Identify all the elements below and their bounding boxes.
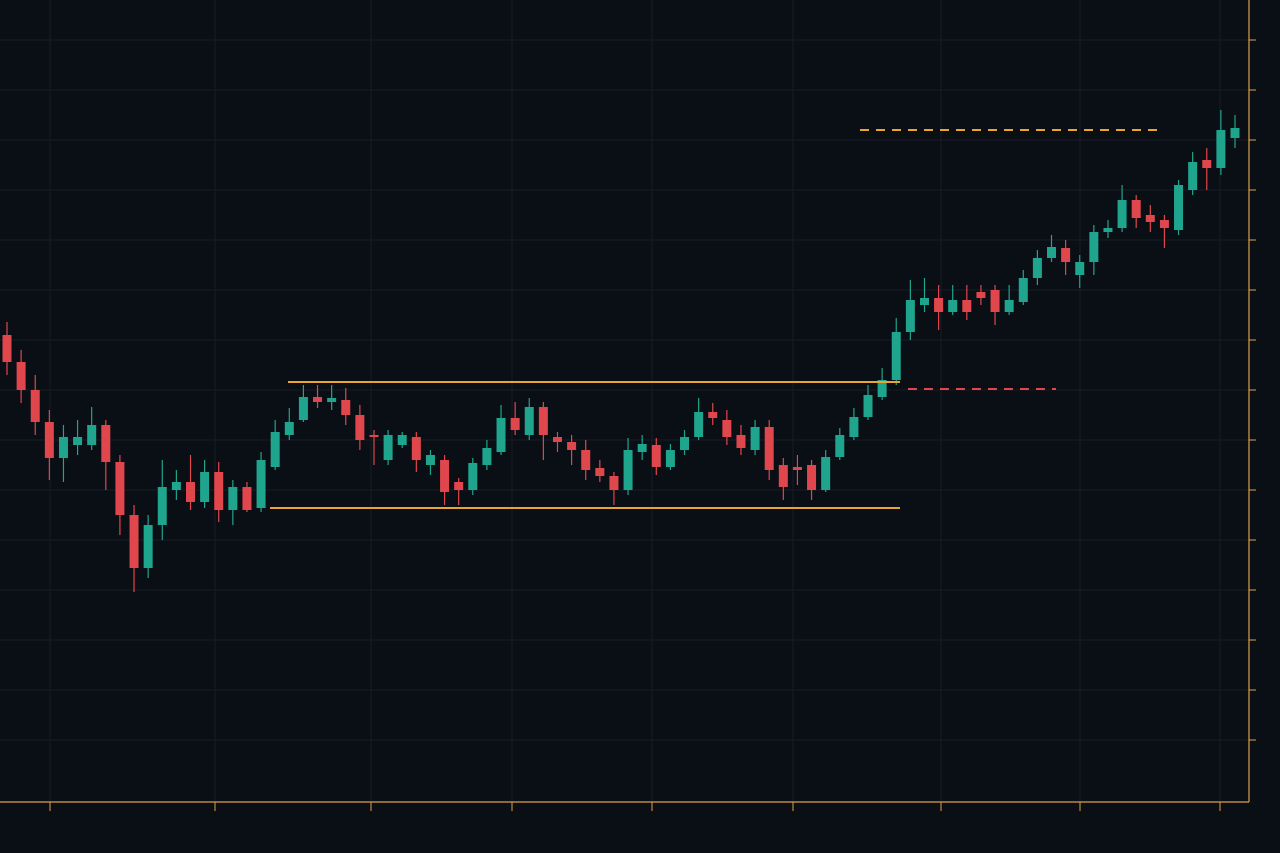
candle-body [1216,130,1226,168]
candle-body [454,482,464,490]
candle-body [341,400,351,415]
candle-body [694,412,704,437]
candle-body [524,407,534,435]
candle-body [1089,232,1099,262]
candle-body [1061,248,1071,262]
candle-body [778,465,788,487]
candle-body [242,487,252,510]
candle-body [637,444,647,452]
candle-body [510,418,520,430]
candle-body [764,427,774,470]
candle-body [1004,300,1014,312]
candle-body [440,460,450,492]
candle-body [750,427,760,450]
candle-body [496,418,506,452]
candle-body [567,442,577,450]
candle-body [1174,185,1184,230]
candle-body [129,515,139,568]
candle-body [1230,128,1240,138]
candle-body [200,472,210,502]
candle-body [171,482,181,490]
candle-body [552,437,562,442]
candle-body [369,435,379,437]
candle-body [1188,162,1198,190]
candle-body [849,417,859,437]
candle-body [482,448,492,465]
candle-body [792,467,802,470]
candle-body [355,415,365,440]
candle-body [863,395,873,417]
candle-body [962,300,972,312]
candle-body [185,482,195,502]
candle-body [736,435,746,448]
candle-body [1047,247,1057,258]
candle-body [157,487,167,525]
candle-body [835,435,845,457]
candle-body [623,450,633,490]
candle-body [298,397,308,420]
candle-body [934,298,944,312]
candle-body [905,300,915,332]
candle-body [538,407,548,435]
candle-body [708,412,718,418]
candle-body [87,425,97,445]
candle-body [595,468,605,476]
candle-body [680,437,690,450]
candle-body [1103,228,1113,232]
candle-body [411,437,421,460]
candle-body [609,476,619,490]
candle-body [256,460,266,508]
candle-body [397,435,407,445]
candle-body [101,425,111,462]
candle-body [1202,160,1212,168]
candle-body [228,487,238,510]
candle-body [1117,200,1127,228]
candle-body [16,362,26,390]
candle-body [327,398,337,402]
candle-body [1145,215,1155,222]
candle-body [948,300,958,312]
candle-body [2,335,12,362]
candle-body [143,525,153,568]
candle-body [821,457,831,490]
candle-body [976,292,986,298]
candle-body [115,462,125,515]
candle-body [1159,220,1169,228]
candle-body [722,420,732,437]
candle-body [313,397,323,402]
candle-body [1032,258,1042,278]
candle-body [30,390,40,422]
candle-body [891,332,901,380]
candle-body [1018,278,1028,302]
candle-body [468,463,478,490]
candle-body [877,380,887,397]
candle-body [58,437,68,458]
candle-body [383,435,393,460]
candle-body [214,472,224,510]
candle-body [919,298,929,305]
candle-body [1131,200,1141,218]
candle-body [665,450,675,467]
candle-body [73,437,83,445]
candle-body [990,290,1000,312]
candle-body [425,455,435,465]
candle-body [44,422,54,458]
candle-body [651,445,661,467]
candle-body [807,465,817,490]
candle-body [581,450,591,470]
candle-body [1075,262,1085,275]
candle-body [270,432,280,467]
candle-body [284,422,294,435]
